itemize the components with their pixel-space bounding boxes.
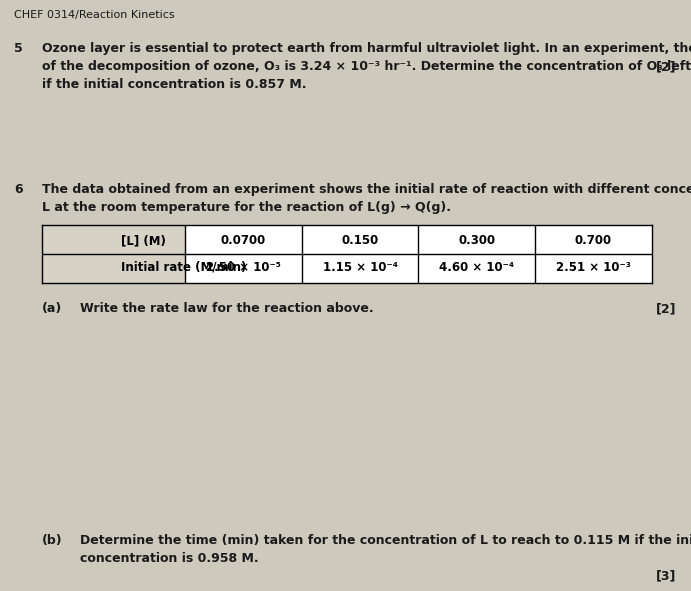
Text: Ozone layer is essential to protect earth from harmful ultraviolet light. In an : Ozone layer is essential to protect eart… [42,42,691,55]
Text: 0.0700: 0.0700 [221,234,266,247]
Text: 5: 5 [14,42,23,55]
Text: concentration is 0.958 M.: concentration is 0.958 M. [80,552,258,565]
Text: CHEF 0314/Reaction Kinetics: CHEF 0314/Reaction Kinetics [14,10,175,20]
Text: (b): (b) [42,534,63,547]
Bar [42,225,185,254]
Text: [L] (M): [L] (M) [121,234,166,247]
Text: [2]: [2] [656,60,676,73]
Bar [42,254,185,283]
Text: 4.60 × 10⁻⁴: 4.60 × 10⁻⁴ [439,261,514,274]
Text: of the decomposition of ozone, O₃ is 3.24 × 10⁻³ hr⁻¹. Determine the concentrati: of the decomposition of ozone, O₃ is 3.2… [42,60,691,73]
Text: 0.700: 0.700 [575,234,612,247]
Text: 2.51 × 10⁻³: 2.51 × 10⁻³ [556,261,631,274]
Text: Determine the time (min) taken for the concentration of L to reach to 0.115 M if: Determine the time (min) taken for the c… [80,534,691,547]
Text: 2.50 × 10⁻⁵: 2.50 × 10⁻⁵ [206,261,281,274]
Text: Write the rate law for the reaction above.: Write the rate law for the reaction abov… [80,302,374,315]
Text: 6: 6 [14,183,23,196]
Text: [3]: [3] [656,569,676,582]
Text: 1.15 × 10⁻⁴: 1.15 × 10⁻⁴ [323,261,397,274]
Text: The data obtained from an experiment shows the initial rate of reaction with dif: The data obtained from an experiment sho… [42,183,691,196]
Text: Initial rate (M/min): Initial rate (M/min) [121,261,247,274]
Text: 0.150: 0.150 [341,234,379,247]
Text: [2]: [2] [656,302,676,315]
Text: L at the room temperature for the reaction of L(g) → Q(g).: L at the room temperature for the reacti… [42,201,451,214]
Text: (a): (a) [42,302,62,315]
Text: 0.300: 0.300 [458,234,495,247]
Text: if the initial concentration is 0.857 M.: if the initial concentration is 0.857 M. [42,78,307,91]
